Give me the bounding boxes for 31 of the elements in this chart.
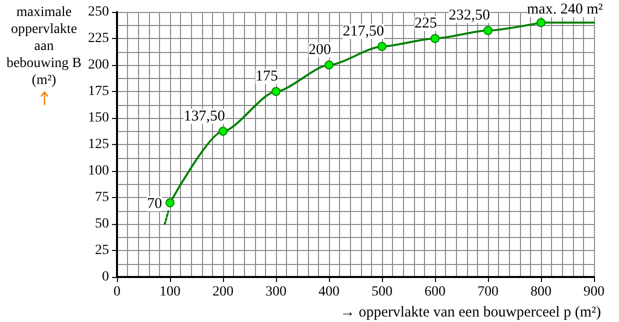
data-label: 137,50: [184, 108, 225, 124]
y-tick-label: 75: [95, 190, 109, 205]
y-tick-label: 200: [88, 58, 109, 72]
y-tick-label: 50: [95, 216, 109, 232]
data-label: 225: [414, 16, 437, 32]
y-tick-label: 250: [88, 4, 109, 20]
y-tick-label: 225: [88, 31, 109, 46]
x-tick-label: 700: [478, 284, 498, 300]
x-tick-label: 300: [266, 284, 286, 300]
x-tick-label: 100: [160, 284, 180, 300]
x-tick-label: 0: [114, 284, 120, 300]
y-tick-label: 100: [88, 164, 109, 178]
x-tick-label: 900: [584, 284, 604, 300]
data-label: 217,50: [342, 23, 384, 40]
data-label: max. 240 m²: [526, 2, 604, 18]
x-axis-title: → oppervlakte van een bouwperceel p (m²): [340, 304, 602, 320]
data-label: 200: [308, 42, 331, 58]
x-tick-label: 800: [530, 284, 552, 300]
y-tick-label: 175: [88, 84, 109, 99]
x-tick-label: 200: [212, 284, 234, 300]
y-tick-label: 150: [88, 110, 109, 126]
y-axis-title: maximale oppervlakte aan bebouwing B (m²): [5, 4, 83, 89]
data-label: 232,50: [448, 8, 490, 24]
y-tick-label: 0: [102, 270, 109, 284]
x-tick-label: 500: [372, 284, 392, 300]
data-label: 70: [147, 196, 162, 212]
data-label: 175: [256, 68, 278, 84]
x-tick-label: 600: [424, 284, 446, 300]
y-tick-label: 125: [88, 137, 109, 152]
y-tick-label: 25: [95, 243, 109, 258]
x-tick-label: 400: [318, 284, 340, 300]
